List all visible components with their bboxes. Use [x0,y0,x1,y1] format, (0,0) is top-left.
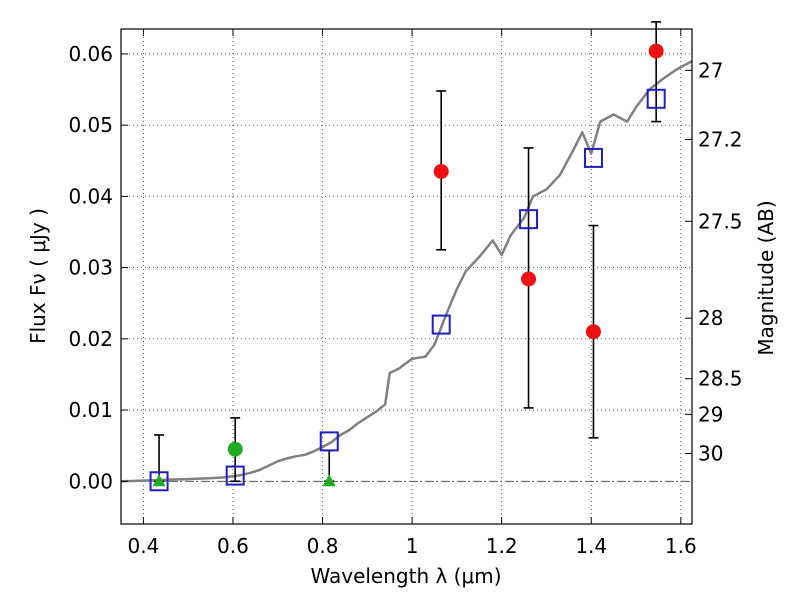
x-tick-label: 1.2 [486,534,518,558]
x-tick-label: 1 [406,534,419,558]
y-tick-label: 0.03 [68,256,113,280]
y-tick-label: 0.01 [68,398,113,422]
x-tick-label: 0.8 [307,534,339,558]
y-axis-label: Flux Fν ( μJy ) [26,208,50,344]
y2-tick-label: 30 [698,441,723,465]
y-tick-labels: 0.00 0.01 0.02 0.03 0.04 0.05 0.06 [68,42,113,493]
y2-tick-label: 27.5 [698,209,743,233]
square-point [319,431,339,452]
x-tick-label: 1.6 [665,534,697,558]
y2-tick-label: 27.2 [698,127,743,151]
y-tick-label: 0.02 [68,327,113,351]
y2-tick-label: 28 [698,306,723,330]
y-tick-label: 0.05 [68,113,113,137]
square-point [149,471,169,492]
model-spectrum-line [120,60,693,483]
model-spectrum [120,60,693,483]
x-tick-labels: 0.4 0.6 0.8 1 1.2 1.4 1.6 [127,534,696,558]
green-circle-point [227,441,243,457]
axis-ticks [121,29,692,524]
y2-tick-labels: 27 27.2 27.5 28 28.5 29 30 [698,58,743,465]
y2-axis-label: Magnitude (AB) [754,200,778,355]
x-tick-label: 0.4 [127,534,159,558]
plot-frame [120,28,693,525]
green-triangle-point [322,474,336,487]
y2-tick-label: 27 [698,58,723,82]
square-point [646,88,666,109]
green-triangle-point [152,474,166,487]
y2-tick-label: 29 [698,402,723,426]
y-tick-label: 0.00 [68,469,113,493]
red-point [585,324,601,340]
red-point [521,271,537,287]
red-point [433,163,449,179]
square-point [431,314,451,335]
square-point [225,465,245,486]
grid [121,29,692,524]
x-axis-label: Wavelength λ (μm) [310,564,501,588]
red-point [648,43,664,59]
x-tick-label: 1.4 [575,534,607,558]
y2-tick-label: 28.5 [698,367,743,391]
y-tick-label: 0.04 [68,184,113,208]
x-tick-label: 0.6 [217,534,249,558]
data-points [149,43,666,492]
error-bars [154,21,662,483]
y-tick-label: 0.06 [68,42,113,66]
square-point [583,147,603,168]
square-point [519,209,539,230]
